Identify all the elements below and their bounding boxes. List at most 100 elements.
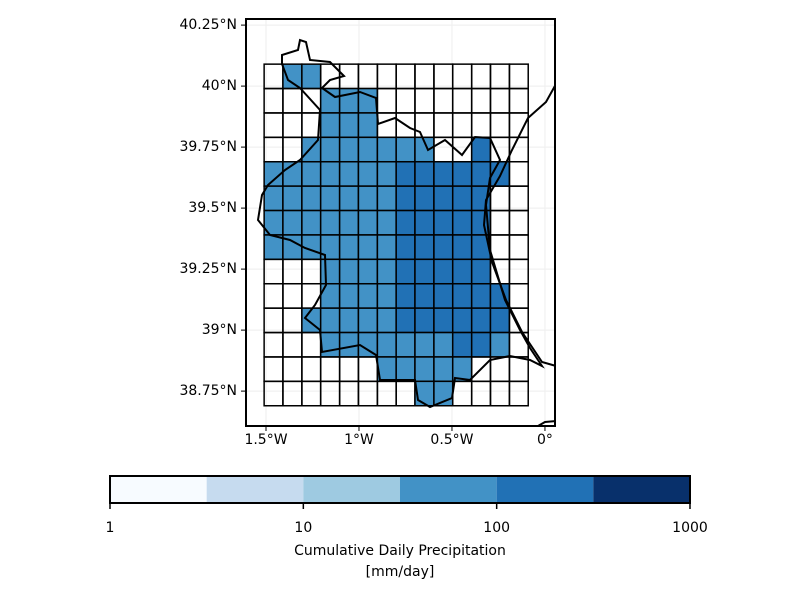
grid-cell: [508, 87, 529, 114]
grid-cell: [395, 258, 416, 285]
grid-cell: [263, 234, 284, 261]
coastline: [537, 420, 555, 426]
grid-cell: [451, 307, 473, 334]
colorbar-swatch: [206, 476, 304, 503]
grid-cell: [376, 112, 397, 139]
grid-cell: [433, 87, 454, 114]
grid-cell: [433, 258, 454, 285]
grid-cell: [263, 112, 284, 139]
grid-cell: [470, 87, 492, 114]
grid-cell: [451, 160, 473, 187]
grid-cell: [282, 185, 303, 212]
grid-cell: [489, 356, 511, 383]
y-tick-label: 39.25°N: [179, 261, 237, 277]
colorbar-swatch: [593, 476, 690, 503]
grid-cell: [301, 258, 322, 285]
grid-cell: [470, 380, 492, 407]
grid-cell: [376, 160, 397, 187]
grid-cell: [319, 112, 341, 139]
grid-cell: [508, 209, 529, 236]
grid-cell: [470, 136, 492, 163]
grid-cell: [357, 209, 379, 236]
grid-cell: [508, 356, 529, 383]
grid-cell: [376, 63, 397, 90]
colorbar-swatch: [110, 476, 207, 503]
y-tick-label: 39°N: [202, 322, 237, 338]
coastline: [482, 83, 555, 367]
grid-cell: [319, 356, 341, 383]
grid-cell: [508, 380, 529, 407]
grid-cell: [451, 380, 473, 407]
grid-cell: [376, 258, 397, 285]
grid-cell: [376, 185, 397, 212]
colorbar-label: [mm/day]: [366, 564, 435, 580]
grid-cell: [433, 160, 454, 187]
grid-cell: [414, 87, 435, 114]
x-tick-label: 0°: [537, 432, 553, 448]
grid-cell: [282, 307, 303, 334]
grid-cell: [263, 258, 284, 285]
region-outline: [256, 38, 555, 426]
grid-cell: [414, 63, 435, 90]
grid-cell: [470, 258, 492, 285]
grid-cell: [395, 185, 416, 212]
grid-cell: [433, 209, 454, 236]
grid-cell: [263, 380, 284, 407]
grid-cell: [376, 209, 397, 236]
grid-cell: [395, 160, 416, 187]
grid-cell: [489, 307, 511, 334]
grid-cell: [451, 234, 473, 261]
grid-cell: [414, 258, 435, 285]
grid-cell: [414, 282, 435, 309]
grid-cell: [282, 331, 303, 358]
colorbar-tick-label: 1000: [672, 520, 708, 536]
grid-cell: [414, 185, 435, 212]
grid-cell: [357, 160, 379, 187]
grid-cell: [395, 380, 416, 407]
grid-cell: [489, 380, 511, 407]
grid-cell: [395, 234, 416, 261]
grid-cell: [319, 282, 341, 309]
grid-cell: [470, 160, 492, 187]
colorbar-tick-label: 100: [483, 520, 510, 536]
grid-cell: [489, 185, 511, 212]
grid-cell: [338, 282, 360, 309]
colorbar-swatch: [496, 476, 594, 503]
grid-cell: [301, 185, 322, 212]
grid-cell: [451, 63, 473, 90]
grid-cell: [451, 282, 473, 309]
grid-cell: [395, 331, 416, 358]
grid-cell: [395, 209, 416, 236]
grid-cell: [319, 160, 341, 187]
grid-cell: [489, 87, 511, 114]
grid-cell: [319, 136, 341, 163]
grid-cell: [263, 63, 284, 90]
grid-cell: [357, 112, 379, 139]
grid-cell: [301, 331, 322, 358]
grid-cell: [301, 63, 322, 90]
grid-cell: [319, 87, 341, 114]
grid-cell: [263, 136, 284, 163]
grid-cell: [395, 63, 416, 90]
grid-cell: [301, 380, 322, 407]
grid-cell: [263, 356, 284, 383]
colorbar-swatch: [400, 476, 497, 503]
grid-cell: [338, 185, 360, 212]
grid-cell: [433, 282, 454, 309]
grid-cell: [338, 331, 360, 358]
grid-cell: [338, 307, 360, 334]
grid-cell: [395, 307, 416, 334]
grid-cell: [433, 331, 454, 358]
grid-cell: [357, 185, 379, 212]
grid-cell: [338, 136, 360, 163]
grid-cell: [451, 331, 473, 358]
grid-cell: [451, 209, 473, 236]
grid-cell: [282, 356, 303, 383]
grid-cell: [357, 356, 379, 383]
grid-cell: [508, 282, 529, 309]
grid-cell: [338, 209, 360, 236]
grid-cell: [451, 87, 473, 114]
grid-cell: [282, 87, 303, 114]
grid-cell: [414, 209, 435, 236]
